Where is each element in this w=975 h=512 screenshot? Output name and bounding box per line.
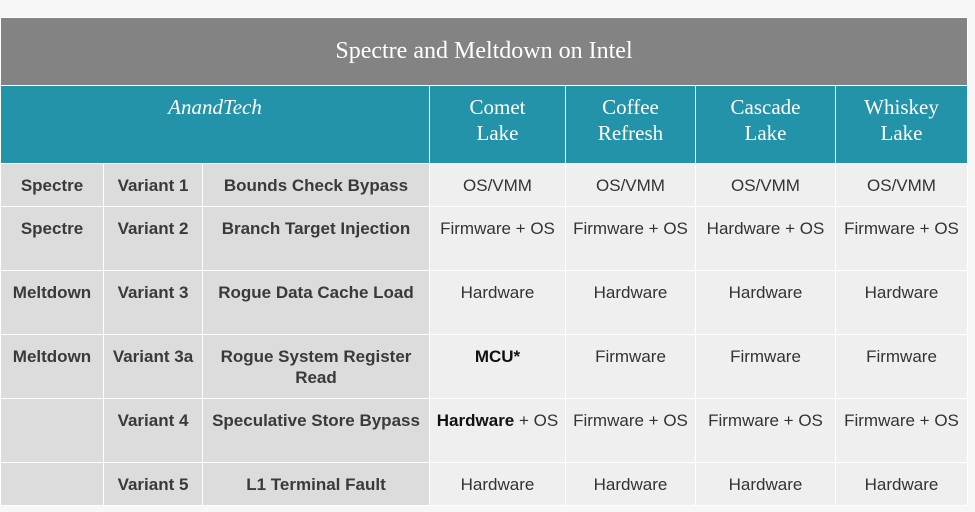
col-header-whiskey-lake: Whiskey Lake [835,85,968,164]
row-vulnerability: Bounds Check Bypass [202,163,430,207]
cell-whiskey-lake: OS/VMM [835,163,968,207]
cell-cascade-lake: Firmware + OS [695,398,836,463]
cell-whiskey-lake: Firmware + OS [835,398,968,463]
cell-coffee-refresh: OS/VMM [565,163,696,207]
row-type [0,398,104,463]
cell-cascade-lake: Hardware [695,462,836,506]
row-type [0,462,104,506]
row-vulnerability: Rogue Data Cache Load [202,270,430,335]
header-row: AnandTech Comet Lake Coffee Refresh Cascad… [0,85,968,164]
cell-comet-lake: Hardware [429,462,566,506]
cell-comet-lake: Hardware + OS [429,398,566,463]
row-type: Spectre [0,163,104,207]
cell-comet-lake: Hardware [429,270,566,335]
row-variant: Variant 1 [103,163,203,207]
cell-coffee-refresh: Hardware [565,462,696,506]
table-row: Variant 4 Speculative Store Bypass Hardw… [0,398,968,463]
cell-cascade-lake: Hardware [695,270,836,335]
cell-whiskey-lake: Firmware + OS [835,206,968,271]
cell-whiskey-lake: Hardware [835,462,968,506]
cell-cascade-lake: Firmware [695,334,836,399]
cell-whiskey-lake: Firmware [835,334,968,399]
cell-coffee-refresh: Firmware + OS [565,398,696,463]
row-variant: Variant 2 [103,206,203,271]
cell-comet-lake: MCU* [429,334,566,399]
cell-coffee-refresh: Hardware [565,270,696,335]
table-title: Spectre and Meltdown on Intel [0,17,968,86]
cell-comet-lake: OS/VMM [429,163,566,207]
row-variant: Variant 4 [103,398,203,463]
table-row: Spectre Variant 2 Branch Target Injectio… [0,206,968,271]
row-variant: Variant 3a [103,334,203,399]
col-header-coffee-refresh: Coffee Refresh [565,85,696,164]
cell-cascade-lake: Hardware + OS [695,206,836,271]
row-type: Meltdown [0,270,104,335]
cell-cascade-lake: OS/VMM [695,163,836,207]
row-type: Spectre [0,206,104,271]
brand-label: AnandTech [0,85,430,164]
row-vulnerability: Branch Target Injection [202,206,430,271]
row-variant: Variant 3 [103,270,203,335]
col-header-comet-lake: Comet Lake [429,85,566,164]
col-header-cascade-lake: Cascade Lake [695,85,836,164]
cell-whiskey-lake: Hardware [835,270,968,335]
row-vulnerability: Rogue System Register Read [202,334,430,399]
row-variant: Variant 5 [103,462,203,506]
row-type: Meltdown [0,334,104,399]
row-vulnerability: Speculative Store Bypass [202,398,430,463]
cell-coffee-refresh: Firmware + OS [565,206,696,271]
cell-comet-lake: Firmware + OS [429,206,566,271]
table-row: Meltdown Variant 3a Rogue System Registe… [0,334,968,399]
mitigation-table-container: Spectre and Meltdown on Intel AnandTech … [0,17,968,506]
table-row: Variant 5 L1 Terminal Fault Hardware Har… [0,462,968,506]
mitigation-table: Spectre and Meltdown on Intel AnandTech … [0,17,968,506]
table-row: Meltdown Variant 3 Rogue Data Cache Load… [0,270,968,335]
row-vulnerability: L1 Terminal Fault [202,462,430,506]
table-row: Spectre Variant 1 Bounds Check Bypass OS… [0,163,968,207]
cell-coffee-refresh: Firmware [565,334,696,399]
